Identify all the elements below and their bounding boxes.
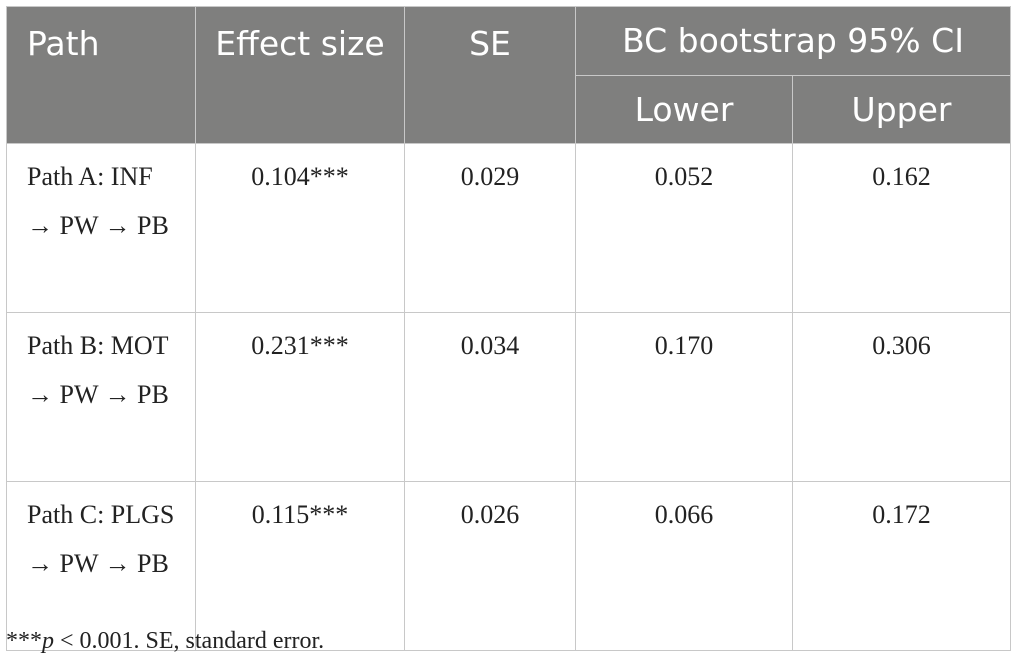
header-lower: Lower <box>575 74 793 144</box>
footnote-stars: *** <box>6 628 42 654</box>
cell-path: Path A: INF → PW → PB <box>6 143 196 313</box>
cell-se: 0.026 <box>404 481 576 651</box>
table-body: Path A: INF → PW → PB 0.104*** 0.029 0.0… <box>6 143 1012 651</box>
cell-se: 0.029 <box>404 143 576 313</box>
cell-path: Path C: PLGS → PW → PB <box>6 481 196 651</box>
cell-upper: 0.172 <box>791 481 1012 651</box>
cell-effect: 0.115*** <box>195 481 405 651</box>
header-effect-size: Effect size <box>195 6 405 144</box>
table-row: Path C: PLGS → PW → PB 0.115*** 0.026 0.… <box>6 481 1012 651</box>
footnote-text: < 0.001. SE, standard error. <box>54 628 325 654</box>
header-path: Path <box>6 6 196 144</box>
mediation-results-table: Path Effect size SE BC bootstrap 95% CI … <box>6 6 1012 651</box>
cell-upper: 0.162 <box>791 143 1012 313</box>
cell-effect: 0.104*** <box>195 143 405 313</box>
header-ci-group: BC bootstrap 95% CI <box>574 6 1012 76</box>
cell-se: 0.034 <box>404 312 576 482</box>
cell-lower: 0.066 <box>575 481 793 651</box>
header-se: SE <box>404 6 576 144</box>
results-table-container: Path Effect size SE BC bootstrap 95% CI … <box>6 6 1012 651</box>
cell-path: Path B: MOT → PW → PB <box>6 312 196 482</box>
cell-upper: 0.306 <box>791 312 1012 482</box>
table-footnote: ***p < 0.001. SE, standard error. <box>6 628 324 655</box>
table-row: Path B: MOT → PW → PB 0.231*** 0.034 0.1… <box>6 312 1012 482</box>
cell-lower: 0.052 <box>575 143 793 313</box>
header-upper: Upper <box>791 74 1012 144</box>
cell-effect: 0.231*** <box>195 312 405 482</box>
table-row: Path A: INF → PW → PB 0.104*** 0.029 0.0… <box>6 143 1012 313</box>
table-header: Path Effect size SE BC bootstrap 95% CI … <box>6 6 1012 144</box>
cell-lower: 0.170 <box>575 312 793 482</box>
footnote-p: p <box>42 628 54 654</box>
